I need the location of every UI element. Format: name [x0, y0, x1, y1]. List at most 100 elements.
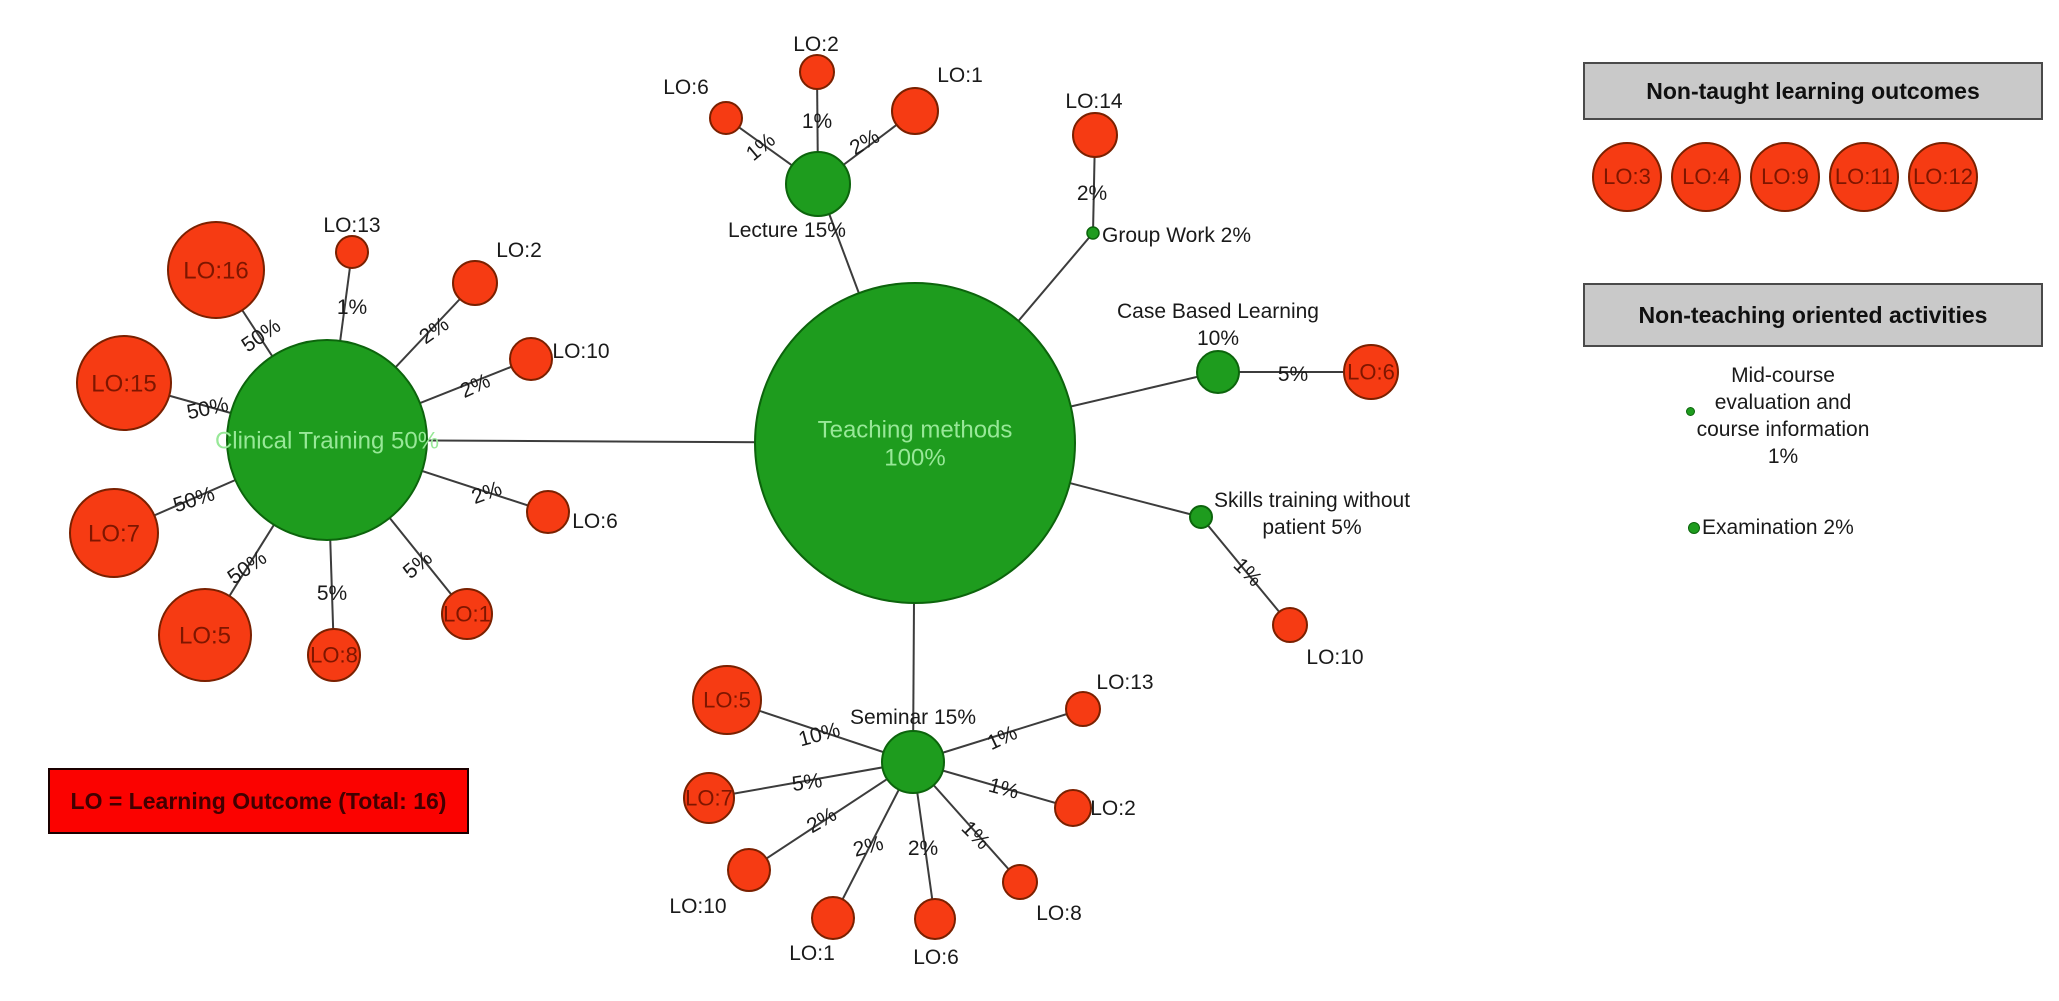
node-cl_lo15	[76, 335, 172, 431]
node-sem_lo2	[1054, 789, 1092, 827]
node-label-teaching: Teaching methods 100%	[818, 416, 1013, 471]
edge-label-seminar-sem_lo8: 1%	[957, 817, 995, 855]
lo-abbreviation-text: LO = Learning Outcome (Total: 16)	[70, 787, 447, 814]
node-lec_lo2	[799, 54, 835, 90]
edge-label-clinical-cl_lo8: 5%	[317, 582, 347, 605]
node-cl_lo16	[167, 221, 265, 319]
edge-seminar-sem_lo7	[708, 761, 914, 799]
node-label-cl_lo8: LO:8	[310, 643, 358, 668]
edge-label-seminar-sem_lo2: 1%	[986, 774, 1021, 804]
examination-dot-icon	[1688, 522, 1700, 534]
edge-label-seminar-sem_lo10: 2%	[803, 803, 841, 838]
node-gw_lo14	[1072, 112, 1118, 158]
non-taught-legend-title: Non-taught learning outcomes	[1646, 77, 1980, 104]
node-label-sem_lo2: LO:2	[1090, 797, 1136, 820]
node-sem_lo8	[1002, 864, 1038, 900]
node-label-lec_lo2: LO:2	[793, 33, 839, 56]
node-sem_lo5	[692, 665, 762, 735]
node-groupwork	[1086, 226, 1100, 240]
edge-skills-sk_lo10	[1200, 516, 1291, 626]
node-label-cl_lo10: LO:10	[552, 340, 609, 363]
examination-entry: Examination 2%	[1688, 516, 1854, 540]
node-lec_lo1	[891, 87, 939, 135]
node-label-sem_lo8: LO:8	[1036, 902, 1082, 925]
examination-label: Examination 2%	[1702, 516, 1854, 539]
non-taught-lo-circle: LO:9	[1750, 142, 1820, 212]
non-taught-lo-list: LO:3 LO:4 LO:9 LO:11 LO:12	[1592, 142, 1978, 212]
node-clinical	[226, 339, 428, 541]
node-label-cl_lo13: LO:13	[323, 214, 380, 237]
midcourse-line: course information	[1696, 418, 1870, 441]
midcourse-line: Mid-course	[1731, 364, 1835, 387]
edge-label-seminar-sem_lo13: 1%	[984, 721, 1021, 755]
node-cl_lo7	[69, 488, 159, 578]
node-label-sem_lo7: LO:7	[685, 786, 733, 811]
node-label-sem_lo5: LO:5	[703, 688, 751, 713]
node-label-gw_lo14: LO:14	[1065, 90, 1123, 113]
edge-label-clinical-cl_lo1: 5%	[399, 546, 437, 583]
node-sem_lo6	[914, 898, 956, 940]
edge-label-clinical-cl_lo10: 2%	[457, 369, 494, 403]
node-lecture	[785, 151, 851, 217]
non-teaching-legend-header: Non-teaching oriented activities	[1583, 283, 2043, 347]
edge-label-lecture-lec_lo2: 1%	[802, 110, 832, 133]
edge-label-seminar-sem_lo7: 5%	[790, 769, 823, 796]
node-label-cl_lo1: LO:1	[443, 602, 491, 627]
node-label-casebased: Case Based Learning 10%	[1117, 300, 1319, 350]
edge-label-seminar-sem_lo5: 10%	[796, 718, 843, 751]
node-cb_lo6	[1343, 344, 1399, 400]
edge-label-clinical-cl_lo6: 2%	[469, 477, 505, 509]
node-label-sem_lo1: LO:1	[789, 942, 835, 965]
node-cl_lo10	[509, 337, 553, 381]
node-label-lec_lo1: LO:1	[937, 64, 983, 87]
node-cl_lo5	[158, 588, 252, 682]
edge-label-clinical-cl_lo15: 50%	[185, 393, 231, 424]
node-label-sem_lo10: LO:10	[669, 895, 726, 918]
node-lec_lo6	[709, 101, 743, 135]
midcourse-line: 1%	[1767, 445, 1799, 468]
edge-label-clinical-cl_lo5: 50%	[223, 546, 271, 589]
node-label-clinical: Clinical Training 50%	[215, 427, 439, 454]
node-skills	[1189, 505, 1213, 529]
node-label-sem_lo6: LO:6	[913, 946, 959, 969]
node-label-cb_lo6: LO:6	[1347, 360, 1395, 385]
midcourse-dot-icon	[1686, 407, 1695, 416]
node-label-lec_lo6: LO:6	[663, 76, 709, 99]
node-label-groupwork: Group Work 2%	[1102, 224, 1251, 247]
midcourse-line: evaluation and	[1714, 391, 1852, 414]
node-label-sk_lo10: LO:10	[1306, 646, 1363, 669]
node-sem_lo7	[683, 772, 735, 824]
edge-label-clinical-cl_lo7: 50%	[170, 482, 217, 517]
node-label-cl_lo15: LO:15	[91, 370, 156, 397]
midcourse-entry: Mid-course evaluation and course informa…	[1660, 362, 1906, 470]
node-label-cl_lo16: LO:16	[183, 257, 248, 284]
edge-label-clinical-cl_lo16: 50%	[237, 314, 285, 357]
node-label-seminar: Seminar 15%	[850, 706, 976, 729]
non-taught-lo-circle: LO:12	[1908, 142, 1978, 212]
node-label-lecture: Lecture 15%	[728, 219, 846, 242]
edge-label-lecture-lec_lo1: 2%	[846, 125, 884, 160]
node-sem_lo13	[1065, 691, 1101, 727]
node-seminar	[881, 730, 945, 794]
edge-seminar-sem_lo10	[748, 761, 914, 871]
node-cl_lo13	[335, 235, 369, 269]
node-teaching	[754, 282, 1076, 604]
edge-label-groupwork-gw_lo14: 2%	[1077, 182, 1107, 205]
node-label-cl_lo5: LO:5	[179, 622, 231, 649]
edge-label-skills-sk_lo10: 1%	[1229, 554, 1267, 592]
non-taught-legend-header: Non-taught learning outcomes	[1583, 62, 2043, 120]
node-label-cl_lo7: LO:7	[88, 520, 140, 547]
node-sk_lo10	[1272, 607, 1308, 643]
node-casebased	[1196, 350, 1240, 394]
node-cl_lo8	[307, 628, 361, 682]
node-sem_lo10	[727, 848, 771, 892]
node-label-cl_lo2: LO:2	[496, 239, 542, 262]
non-taught-lo-circle: LO:3	[1592, 142, 1662, 212]
node-cl_lo2	[452, 260, 498, 306]
lo-abbreviation-note: LO = Learning Outcome (Total: 16)	[48, 768, 469, 834]
edge-label-clinical-cl_lo13: 1%	[337, 296, 367, 319]
edge-label-seminar-sem_lo6: 2%	[908, 837, 938, 860]
edge-label-casebased-cb_lo6: 5%	[1278, 363, 1308, 386]
node-label-sem_lo13: LO:13	[1096, 671, 1153, 694]
